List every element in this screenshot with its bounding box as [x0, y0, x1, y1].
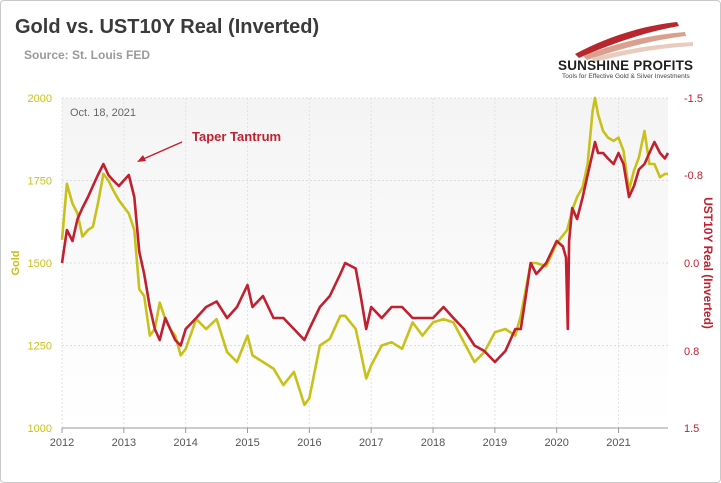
series-lines — [60, 96, 670, 407]
x-tick-label: 2013 — [112, 437, 136, 449]
x-tick-label: 2017 — [359, 437, 383, 449]
y-left-axis-title: Gold — [10, 250, 22, 275]
y-left-tick-label: 2000 — [28, 93, 52, 105]
logo-tagline: Tools for Effective Gold & Silver Invest… — [562, 73, 690, 80]
y-left-tick-label: 1500 — [28, 258, 52, 270]
real-yield-series-line — [60, 140, 670, 364]
logo-name: SUNSHINE PROFITS — [558, 58, 694, 73]
x-tick-label: 2014 — [173, 437, 197, 449]
y-right-tick-label: 0.0 — [684, 258, 699, 270]
y-right-tick-label: -1.5 — [684, 93, 703, 105]
x-tick-label: 2012 — [50, 437, 74, 449]
y-right-tick-label: -0.8 — [684, 170, 703, 182]
x-tick-label: 2019 — [483, 437, 507, 449]
y-right-axis-title: UST10Y Real (Inverted) — [701, 197, 715, 329]
y-left-tick-label: 1250 — [28, 341, 52, 353]
annotation-label: Taper Tantrum — [192, 129, 281, 144]
x-tick-label: 2021 — [606, 437, 630, 449]
axes: 1000 1250 1500 1750 2000 -1.5 -0.8 0.0 0.8 1.5 201… — [10, 93, 715, 449]
y-right-tick-label: 0.8 — [684, 346, 699, 358]
y-left-tick-label: 1000 — [28, 423, 52, 435]
sunshine-profits-logo-icon — [575, 22, 693, 62]
x-tick-label: 2016 — [297, 437, 321, 449]
x-tick-label: 2018 — [421, 437, 445, 449]
annotation-arrow — [140, 141, 183, 161]
source-note: Source: St. Louis FED — [24, 48, 151, 62]
gold-series-line — [60, 96, 668, 407]
y-right-tick-label: 1.5 — [684, 423, 699, 435]
y-left-tick-label: 1750 — [28, 176, 52, 188]
date-label: Oct. 18, 2021 — [70, 107, 136, 119]
annotation: Taper Tantrum — [137, 129, 281, 162]
x-tick-label: 2020 — [544, 437, 568, 449]
x-tick-label: 2015 — [235, 437, 259, 449]
annotation-arrowhead — [137, 155, 146, 162]
chart-title: Gold vs. UST10Y Real (Inverted) — [15, 16, 320, 38]
